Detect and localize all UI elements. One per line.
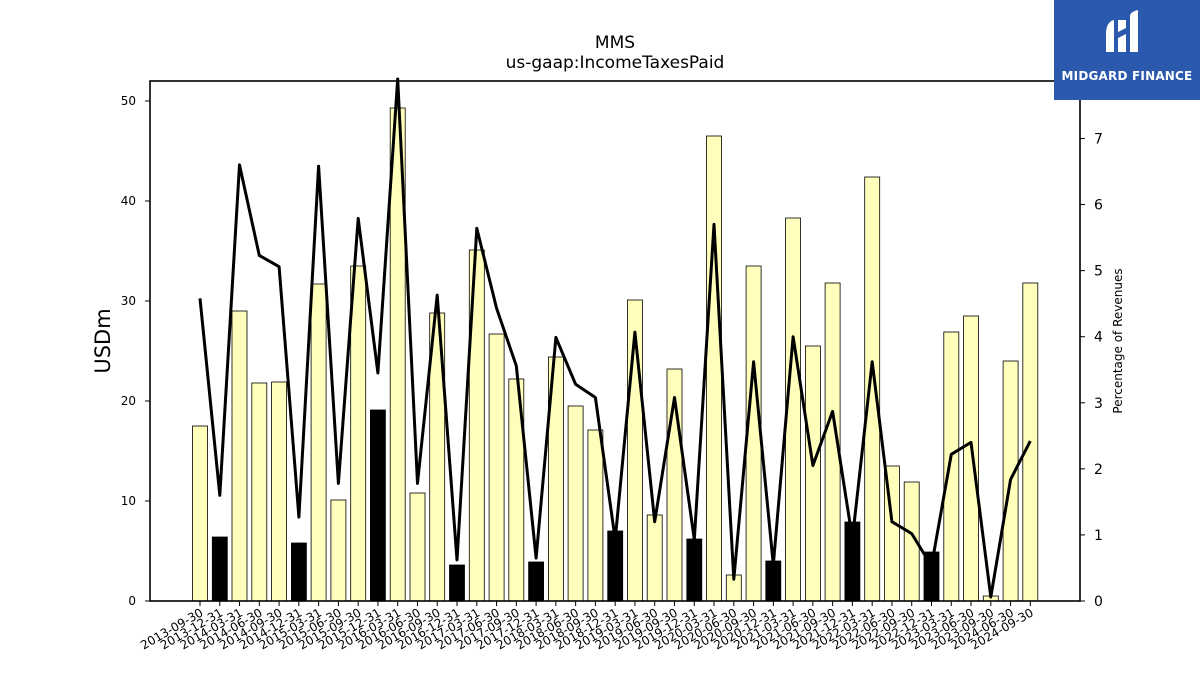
- bar: [567, 405, 584, 602]
- bar: [211, 536, 228, 602]
- bar: [369, 409, 386, 602]
- y2-axis-label: Percentage of Revenues: [1111, 268, 1125, 413]
- bar: [290, 542, 307, 602]
- chart-subtitle: us-gaap:IncomeTaxesPaid: [506, 53, 725, 73]
- y-tick-label: 10: [121, 494, 136, 508]
- bar: [607, 530, 624, 602]
- bar: [251, 382, 268, 602]
- y-axis-left: 0 10 20 30 40 50: [121, 94, 150, 608]
- y-tick-label: 30: [121, 294, 136, 308]
- bar: [943, 331, 960, 602]
- line-series: [198, 77, 1032, 599]
- y2-tick-label: 3: [1094, 396, 1103, 412]
- y-tick-label: 0: [128, 594, 136, 608]
- bar: [963, 315, 979, 602]
- y-tick-label: 20: [121, 394, 136, 408]
- bar: [409, 492, 426, 602]
- bar: [271, 381, 288, 602]
- bar: [330, 499, 347, 602]
- bar: [706, 135, 722, 602]
- bar: [587, 429, 604, 602]
- bar: [192, 425, 208, 602]
- bar: [646, 514, 663, 602]
- y-tick-label: 50: [121, 94, 136, 108]
- y2-tick-label: 0: [1094, 594, 1103, 610]
- y2-tick-label: 2: [1094, 462, 1103, 478]
- y-axis-label: USDm: [91, 308, 115, 373]
- bar: [528, 561, 544, 602]
- bar: [765, 560, 782, 602]
- chart-title: MMS: [595, 33, 635, 53]
- y-tick-label: 40: [121, 194, 136, 208]
- bar: [449, 564, 465, 602]
- bar: [350, 265, 367, 602]
- bar: [488, 333, 505, 602]
- bar: [231, 310, 248, 602]
- brand-logo: MIDGARD FINANCE: [1054, 0, 1200, 100]
- bar: [310, 283, 327, 602]
- logo-mark-icon: [1106, 10, 1138, 52]
- logo-text: MIDGARD FINANCE: [1061, 69, 1193, 83]
- bar: [864, 176, 881, 602]
- revenue-pct-line: [198, 77, 1032, 599]
- bar: [686, 538, 703, 602]
- y2-tick-label: 7: [1094, 131, 1103, 147]
- y-axis-right: 0 1 2 3 4 5 6 7: [1080, 131, 1103, 610]
- bar: [805, 345, 821, 602]
- y2-tick-label: 1: [1094, 528, 1103, 544]
- y2-tick-label: 6: [1094, 198, 1103, 214]
- x-axis: 2013-09-302013-12-312014-03-312014-06-30…: [138, 601, 1036, 652]
- bar-series: [192, 107, 1039, 602]
- y2-tick-label: 4: [1094, 330, 1103, 346]
- y2-tick-label: 5: [1094, 264, 1103, 280]
